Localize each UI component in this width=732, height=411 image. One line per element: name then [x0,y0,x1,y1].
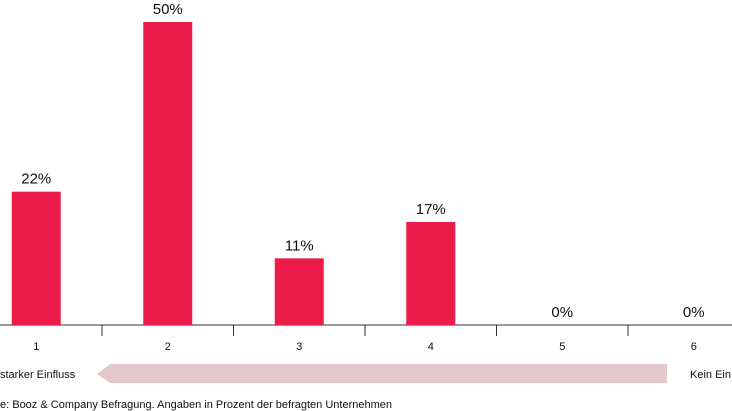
bar [11,191,61,325]
bar [406,221,456,325]
right-label: Kein Ein [690,369,731,381]
value-label: 22% [21,171,51,188]
value-label: 11% [285,237,314,254]
bar [143,22,193,325]
scale-arrow [97,364,667,383]
value-label: 50% [153,1,183,18]
bar [274,258,324,325]
x-tick-label: 3 [296,341,302,353]
value-label: 0% [683,304,705,321]
x-tick-label: 5 [559,341,565,353]
x-tick-label: 2 [165,341,171,353]
x-tick-label: 1 [33,341,39,353]
left-label: starker Einfluss [0,369,76,381]
x-tick-label: 4 [428,341,434,353]
value-label: 0% [551,304,573,321]
x-tick-label: 6 [691,341,697,353]
value-label: 17% [416,201,446,218]
source-note: e: Booz & Company Befragung. Angaben in … [0,399,392,411]
